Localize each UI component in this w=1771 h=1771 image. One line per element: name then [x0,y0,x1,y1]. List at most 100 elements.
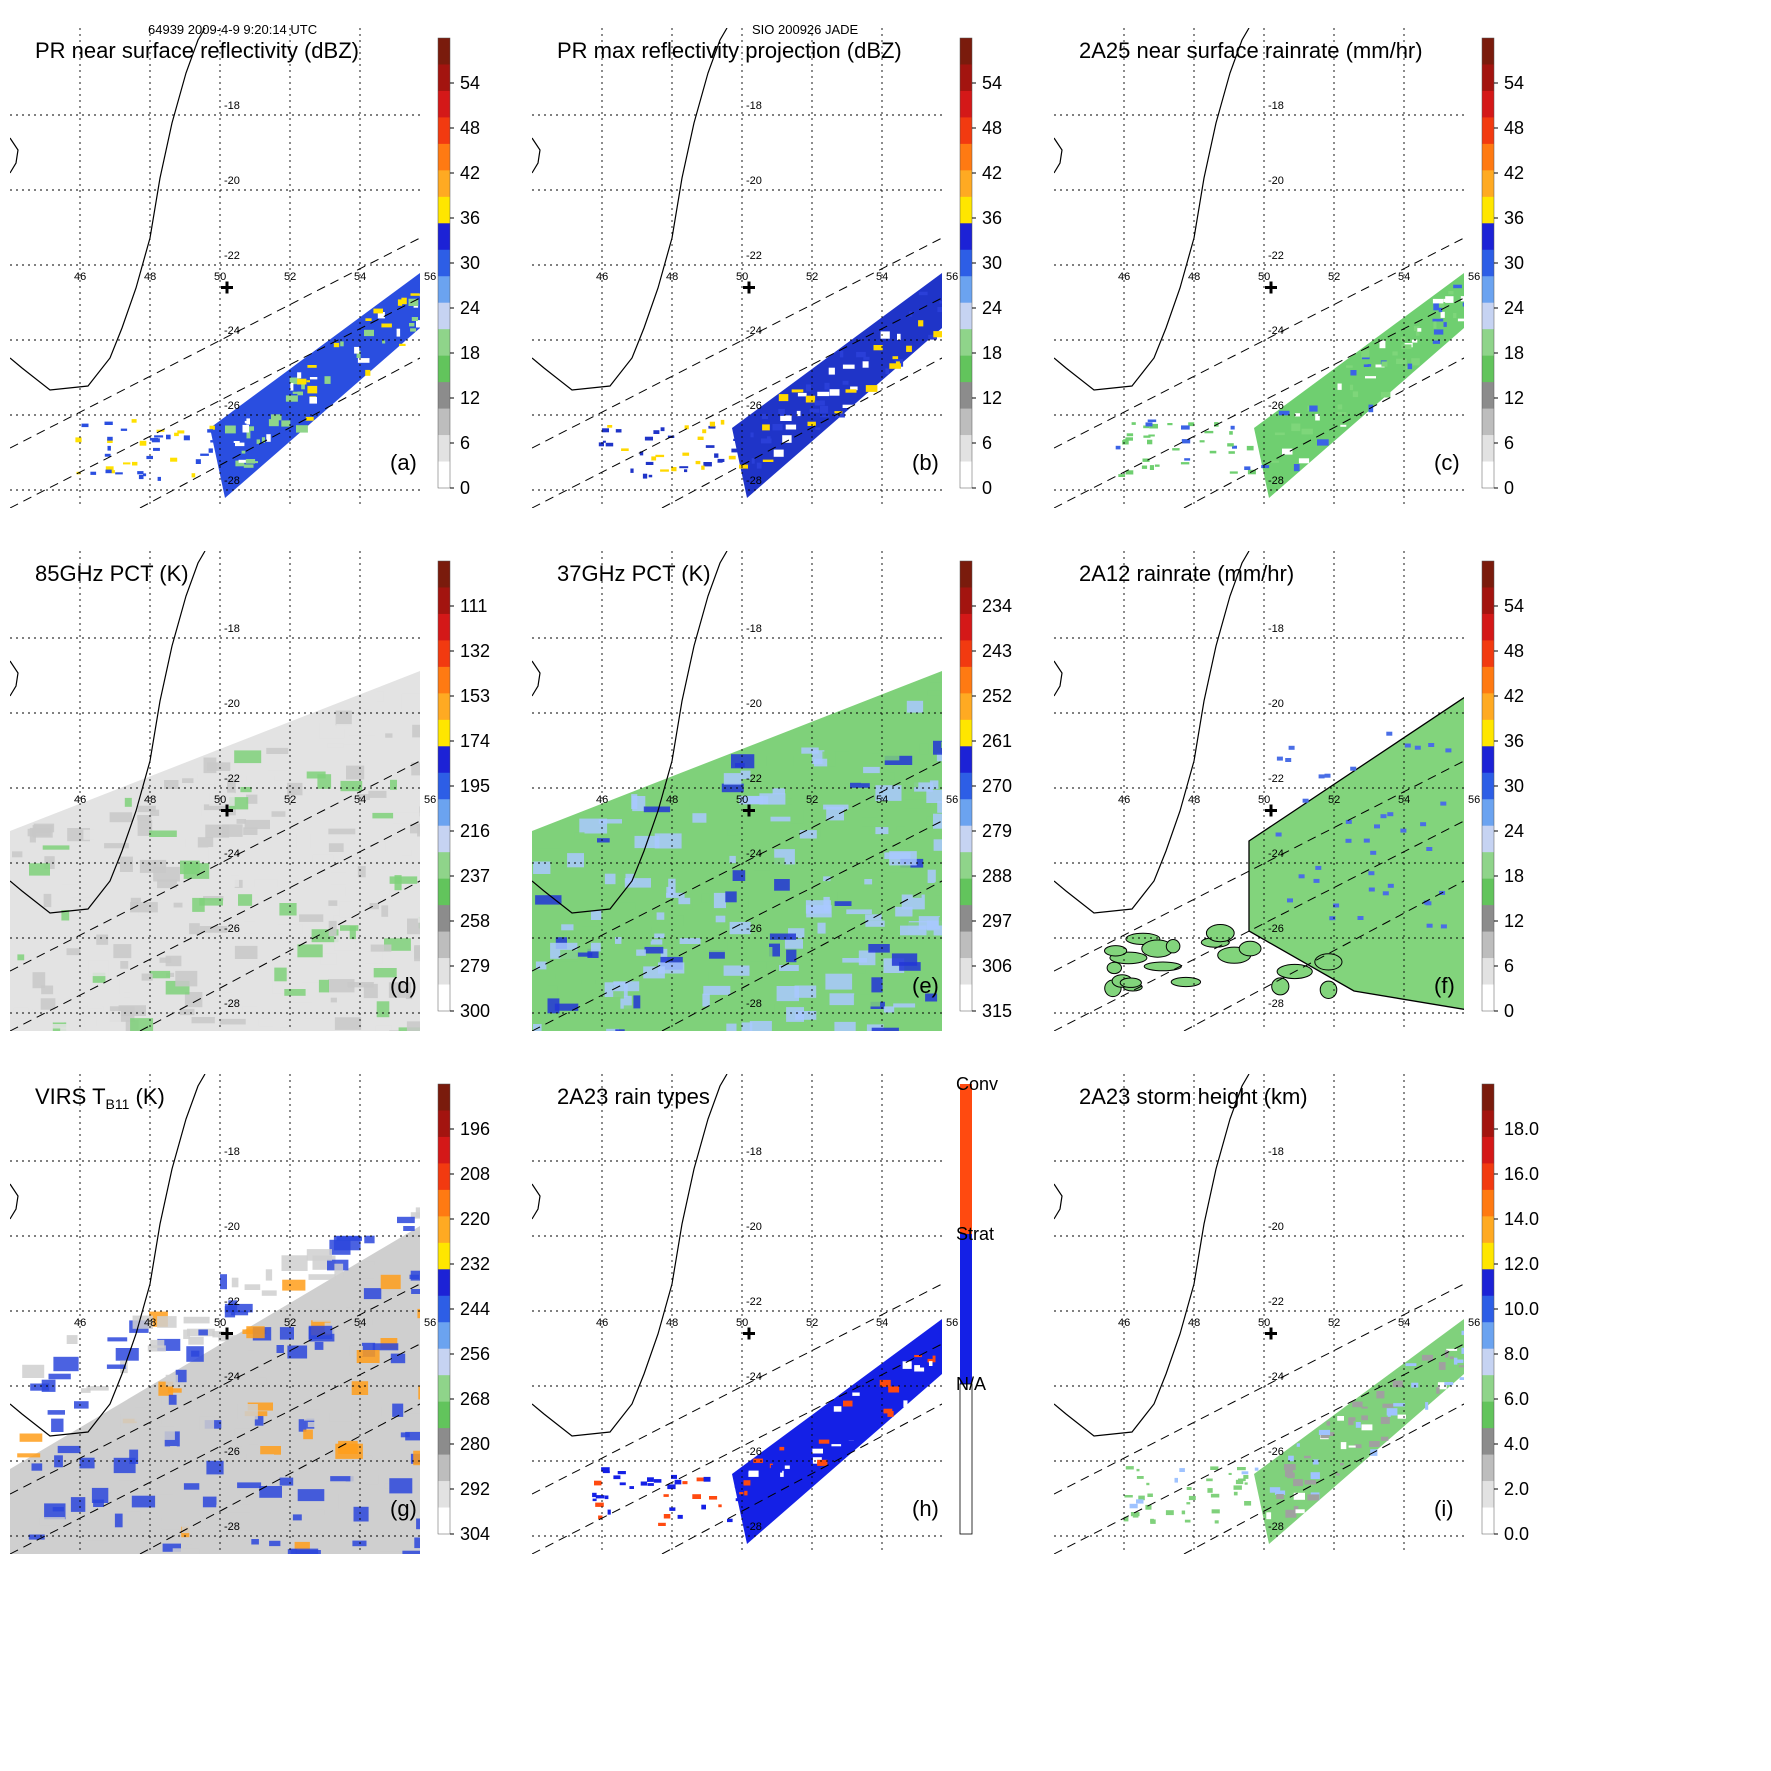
field-cell [1411,339,1418,343]
field-cell [111,470,115,474]
field-cell [1329,916,1336,921]
field-cell [694,972,709,983]
field-cell [1296,1443,1300,1447]
panel-label: (e) [912,973,939,998]
field-cell [723,773,742,785]
field-cell [833,751,849,763]
field-cell [1131,422,1136,425]
field-cell [936,753,942,762]
field-cell [365,951,383,964]
field-cell [12,851,23,858]
colorbar-tick-label: 54 [1504,73,1524,93]
field-cell [701,1504,706,1510]
field-cell [175,1369,187,1383]
field-cell [918,320,924,327]
colorbar-segment [1482,461,1494,489]
field-cell [17,1453,41,1458]
field-cell [224,1303,253,1313]
colorbar-tick-label: 4.0 [1504,1434,1529,1454]
field-cell [535,961,547,970]
field-cell [192,1426,216,1436]
field-cell [90,471,97,475]
field-cell [84,1021,96,1031]
colorbar-segment [1482,1242,1494,1270]
storm-center-marker [743,281,755,294]
field-cell [1453,284,1462,289]
colorbar-segment [438,1375,450,1403]
lon-label: 48 [666,271,678,283]
field-cell [240,787,252,793]
field-cell [1149,465,1154,470]
field-cell [666,886,674,898]
field-cell [728,455,736,460]
field-cell [1237,1467,1246,1471]
field-cell [43,893,52,908]
colorbar-segment [438,852,450,880]
colorbar-segment [438,249,450,277]
field-cell [328,843,344,852]
field-cell [357,794,370,800]
field-cell [406,1021,420,1031]
field-cell [714,453,719,458]
field-cell [1324,773,1331,778]
colorbar-segment [960,561,972,588]
colorbar-segment [438,170,450,198]
field-cell [1233,1491,1238,1496]
panel-i: 46 48 50 52 54 56 -18 -20 -22 -24 -26 -28 2A23 storm… [1054,1074,1539,1554]
field-cell [778,408,785,416]
colorbar-segment [1482,1189,1494,1217]
field-cell [17,954,25,961]
field-cell [1417,328,1422,332]
field-cell [1304,1455,1311,1459]
field-cell [1361,1415,1368,1421]
colorbar-segment [438,561,450,588]
colorbar-tick-label: 237 [460,866,490,886]
rain-blob [1143,961,1182,972]
field-cell [340,341,344,347]
field-cell [663,1514,671,1519]
field-cell [203,757,217,774]
colorbar-segment [960,170,972,198]
field-cell [154,435,164,438]
field-cell [1461,1347,1464,1354]
field-cell [1461,1330,1464,1336]
lon-label: 46 [74,271,86,283]
coastline-island [10,1183,19,1220]
field-cell [597,838,610,843]
field-cell [624,878,651,888]
field-cell [594,1480,602,1486]
field-cell [885,772,895,780]
field-cell [390,779,397,790]
field-cell [660,469,669,472]
field-cell [1375,364,1385,368]
lon-label: 50 [736,271,748,283]
field-cell [200,453,209,456]
field-base [532,671,942,1031]
colorbar-segment [1482,1216,1494,1244]
field-cell [784,1465,790,1469]
field-cell [1233,1485,1242,1490]
field-cell [1235,1479,1244,1485]
field-cell [419,806,420,817]
colorbar-segment [1482,984,1494,1012]
colorbar-segment [960,984,972,1012]
lat-label: -18 [224,100,240,112]
field-cell [335,1443,363,1459]
field-cell [925,993,938,1002]
lat-label: -20 [746,698,762,710]
field-cell [202,1496,217,1508]
field-cell [356,709,369,722]
field-cell [206,1460,224,1475]
field-cell [307,365,317,368]
field-cell [1274,432,1285,436]
colorbar-segment [1482,640,1494,668]
field-cell [533,861,551,874]
field-cell [649,1023,663,1031]
colorbar-tick-label: 216 [460,821,490,841]
field-cell [392,1403,404,1417]
field-cell [751,996,762,1010]
coastline-island [1054,1183,1063,1220]
colorbar: 196 208 220 232 244 256 268 280 292 304 [437,1083,490,1544]
field-cell [241,450,246,454]
field-cell [1276,756,1283,761]
